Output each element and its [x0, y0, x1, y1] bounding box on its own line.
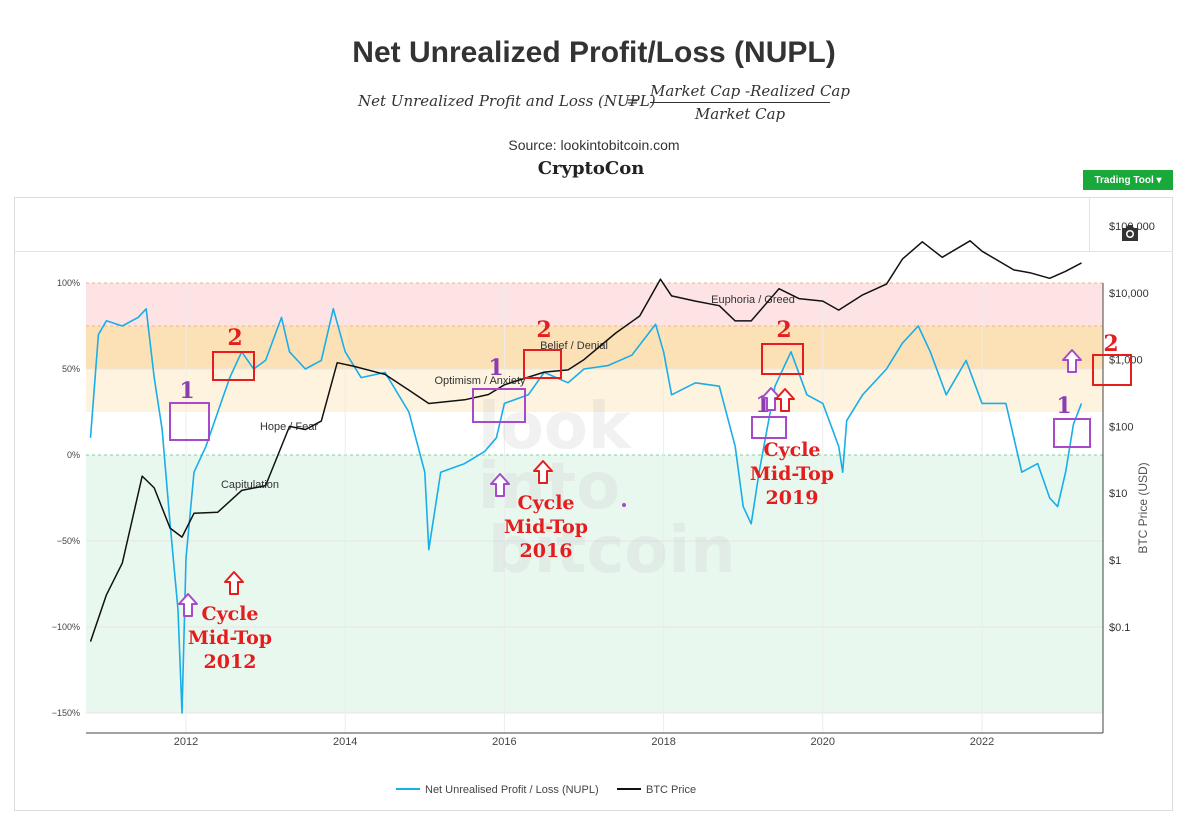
legend-label-btc-price: BTC Price	[646, 784, 696, 796]
watermark-line: look	[478, 390, 632, 464]
panel-toolbar-separator	[1089, 198, 1090, 251]
zone-label: Capitulation	[221, 479, 279, 491]
formula-numerator: Market Cap -Realized Cap	[650, 82, 850, 103]
up-arrow-icon	[775, 388, 795, 412]
annotation-dot	[622, 503, 626, 507]
cycle-mid-top-label: 2012	[204, 651, 257, 673]
chart-legend: Net Unrealised Profit / Loss (NUPL) BTC P…	[396, 784, 696, 796]
y-left-tick-label: −100%	[52, 622, 80, 632]
zone-band	[86, 369, 1103, 412]
zone-band	[86, 455, 1103, 713]
y-right-tick-label: $0.1	[1109, 622, 1130, 634]
cycle-mid-top-label: Mid-Top	[188, 627, 272, 649]
zone-band	[86, 283, 1103, 326]
y-left-tick-label: −150%	[52, 708, 80, 718]
annotation-box	[1053, 418, 1091, 448]
y-left-tick-label: 100%	[57, 278, 80, 288]
zone-label: Euphoria / Greed	[711, 294, 795, 306]
panel-toolbar-divider	[14, 251, 1173, 252]
y-left-tick-label: −50%	[57, 536, 80, 546]
cycle-marker-number: 1	[488, 355, 503, 381]
cycle-mid-top-label: Cycle	[201, 603, 258, 625]
cycle-marker-number: 1	[179, 378, 194, 404]
y-right-tick-label: $10	[1109, 488, 1127, 500]
annotation-box	[751, 416, 787, 439]
y-right-tick-label: $10,000	[1109, 288, 1149, 300]
annotation-box	[472, 388, 526, 423]
formula-denominator: Market Cap	[694, 105, 786, 123]
formula-fraction: Market Cap -Realized Cap Market Cap	[650, 82, 850, 123]
page-title: Net Unrealized Profit/Loss (NUPL)	[352, 36, 836, 69]
y-right-tick-label: $100,000	[1109, 221, 1155, 233]
cycle-mid-top-label: Mid-Top	[504, 516, 588, 538]
annotation-box	[212, 351, 255, 381]
x-tick-label: 2012	[174, 736, 198, 748]
up-arrow-icon	[1062, 349, 1082, 373]
y-right-tick-label: $1,000	[1109, 355, 1143, 367]
formula-equals: =	[626, 92, 639, 110]
cycle-mid-top-label: 2019	[766, 487, 819, 509]
cycle-marker-number: 1	[1056, 393, 1071, 419]
x-tick-label: 2016	[492, 736, 516, 748]
y-left-tick-label: 50%	[62, 364, 80, 374]
y-right-axis-title: BTC Price (USD)	[1136, 462, 1150, 553]
x-tick-label: 2022	[970, 736, 994, 748]
up-arrow-icon	[533, 460, 553, 484]
trading-tool-button[interactable]: Trading Tool ▾	[1083, 170, 1173, 190]
annotation-box	[761, 343, 804, 375]
cycle-mid-top-label: 2016	[520, 540, 573, 562]
y-right-tick-label: $100	[1109, 421, 1133, 433]
annotation-box	[1092, 354, 1132, 386]
watermark-line: bitcoin	[488, 514, 736, 588]
zone-label: Optimism / Anxiety	[434, 375, 526, 387]
cycle-mid-top-label: Mid-Top	[750, 463, 834, 485]
up-arrow-icon	[224, 571, 244, 595]
zone-band	[86, 412, 1103, 455]
up-arrow-icon	[490, 473, 510, 497]
camera-icon[interactable]	[1120, 224, 1140, 242]
x-tick-label: 2014	[333, 736, 357, 748]
formula-lhs: Net Unrealized Profit and Loss (NUPL)	[358, 92, 656, 110]
chart-panel	[14, 197, 1173, 811]
x-tick-label: 2020	[811, 736, 835, 748]
annotation-box	[169, 402, 210, 441]
annotation-box	[523, 349, 562, 379]
cycle-marker-number: 2	[1103, 331, 1118, 357]
y-right-tick-label: $1	[1109, 555, 1121, 567]
cycle-marker-number: 2	[776, 317, 791, 343]
x-tick-label: 2018	[651, 736, 675, 748]
btc-price-series-line	[89, 240, 1082, 642]
cycle-marker-number: 2	[536, 317, 551, 343]
y-left-tick-label: 0%	[67, 450, 80, 460]
legend-label-nupl: Net Unrealised Profit / Loss (NUPL)	[425, 784, 599, 796]
up-arrow-icon	[178, 593, 198, 617]
source-text: Source: lookintobitcoin.com	[508, 137, 680, 153]
cycle-marker-number: 2	[227, 325, 242, 351]
cycle-mid-top-label: Cycle	[517, 492, 574, 514]
cycle-mid-top-label: Cycle	[763, 439, 820, 461]
author-text: CryptoCon	[537, 158, 645, 179]
